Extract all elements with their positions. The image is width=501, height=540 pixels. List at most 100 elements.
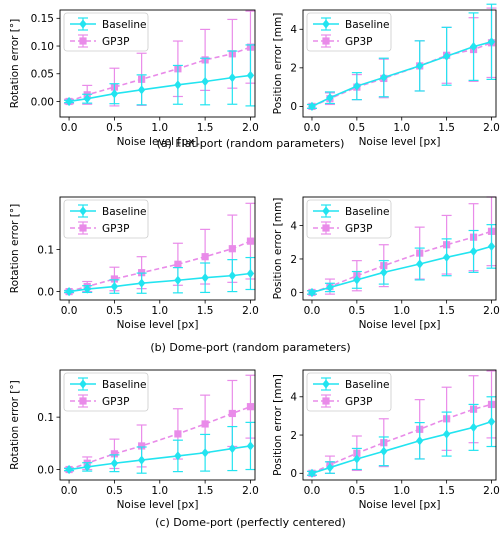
series-line [68, 74, 251, 103]
data-point [65, 286, 73, 297]
axes-frame [59, 369, 256, 481]
caption-b: (b) Dome-port (random parameters) [150, 341, 351, 354]
legend-label: Baseline [345, 19, 390, 31]
legend-marker [79, 37, 87, 45]
legend-item-gp3p: GP3P [313, 394, 372, 408]
y-tick-label: 2 [290, 63, 297, 75]
y-tick-label: 4 [290, 392, 297, 404]
axes-frame [302, 369, 497, 481]
x-axis-label: Noise level [px] [359, 499, 441, 511]
series-baseline [306, 396, 497, 478]
axes-frame [302, 9, 497, 118]
x-tick-label: 2.0 [242, 485, 259, 497]
legend: Baseline GP3P [306, 12, 392, 52]
x-tick-label: 1.0 [151, 485, 168, 497]
legend-item-baseline: Baseline [313, 377, 390, 391]
data-point [487, 417, 496, 427]
legend-item-gp3p: GP3P [70, 394, 129, 408]
series-line [311, 41, 492, 108]
data-point [83, 94, 91, 104]
data-point [246, 268, 255, 279]
y-axis-label: Position error [mm] [272, 13, 284, 115]
data-point [416, 436, 424, 446]
axes-frame [59, 196, 256, 301]
y-tick-label: 0.05 [31, 69, 54, 81]
y-axis-label: Position error [mm] [272, 374, 284, 476]
x-tick-label: 0.5 [106, 485, 123, 497]
data-point [137, 278, 146, 288]
x-tick-label: 0.5 [349, 305, 366, 317]
x-axis-label: Noise level [px] [117, 499, 199, 511]
data-point [308, 101, 316, 111]
series-baseline [64, 256, 256, 297]
x-tick-label: 0.0 [61, 485, 78, 497]
data-point [246, 403, 255, 411]
data-point [442, 252, 451, 262]
data-point [246, 237, 255, 245]
series-line [311, 230, 492, 294]
data-point [380, 446, 388, 456]
data-point [110, 458, 119, 468]
axes-frame [59, 9, 256, 118]
y-tick-label: 0 [290, 101, 297, 113]
legend-label: Baseline [345, 379, 390, 391]
x-tick-label: 0.5 [349, 485, 366, 497]
x-tick-label: 1.0 [393, 485, 410, 497]
legend-marker [79, 19, 87, 29]
data-point [174, 451, 182, 461]
series-line [68, 240, 251, 293]
data-point [308, 468, 316, 478]
legend-item-baseline: Baseline [313, 204, 390, 218]
data-point [380, 72, 388, 83]
legend: Baseline GP3P [306, 199, 392, 239]
x-tick-label: 1.5 [438, 485, 455, 497]
legend-marker [322, 206, 330, 216]
y-axis-label: Position error [mm] [272, 198, 284, 300]
y-tick-label: 2 [290, 430, 297, 442]
data-point [174, 260, 182, 268]
data-point [469, 422, 478, 432]
legend-marker [79, 397, 87, 405]
data-point [228, 443, 237, 454]
series-line [311, 42, 492, 108]
data-point [487, 37, 496, 47]
x-axis-label: Noise level [px] [359, 319, 441, 331]
x-tick-label: 2.0 [483, 485, 500, 497]
data-point [326, 93, 334, 103]
x-tick-label: 1.0 [393, 305, 410, 317]
series-baseline [64, 421, 256, 475]
legend: Baseline GP3P [63, 372, 149, 412]
data-point [83, 284, 91, 294]
x-tick-label: 0.0 [304, 485, 321, 497]
data-point [228, 271, 237, 281]
legend-marker [79, 224, 87, 232]
data-point [201, 420, 209, 428]
data-point [138, 442, 146, 450]
chart-panel-a-position: 0.0 0.5 1.0 1.5 2.0 0 2 4 Noise level [px] Positi… [272, 3, 500, 148]
legend-marker [322, 37, 330, 45]
x-tick-label: 1.0 [151, 305, 168, 317]
chart-panel-b-position: 0.0 0.5 1.0 1.5 2.0 0 2 4 Noise level [px] Positi… [272, 196, 500, 331]
data-point [110, 275, 119, 283]
y-tick-label: 4 [290, 220, 297, 232]
y-tick-label: 0.10 [31, 41, 54, 53]
data-point [380, 267, 388, 277]
x-tick-label: 1.5 [438, 305, 455, 317]
caption-c: (c) Dome-port (perfectly centered) [155, 516, 346, 529]
legend-item-baseline: Baseline [70, 377, 147, 391]
x-tick-label: 1.5 [197, 485, 214, 497]
data-point [353, 81, 361, 91]
x-axis-label: Noise level [px] [117, 319, 199, 331]
data-point [353, 454, 361, 464]
data-point [137, 85, 146, 95]
series-baseline [64, 44, 256, 107]
data-point [83, 462, 91, 472]
x-tick-label: 0.5 [106, 305, 123, 317]
data-point [442, 51, 451, 61]
data-point [110, 450, 119, 458]
series-line [68, 46, 251, 103]
x-tick-label: 1.0 [393, 122, 410, 134]
data-point [308, 287, 316, 298]
legend: Baseline GP3P [63, 199, 149, 239]
x-tick-label: 2.0 [242, 305, 259, 317]
